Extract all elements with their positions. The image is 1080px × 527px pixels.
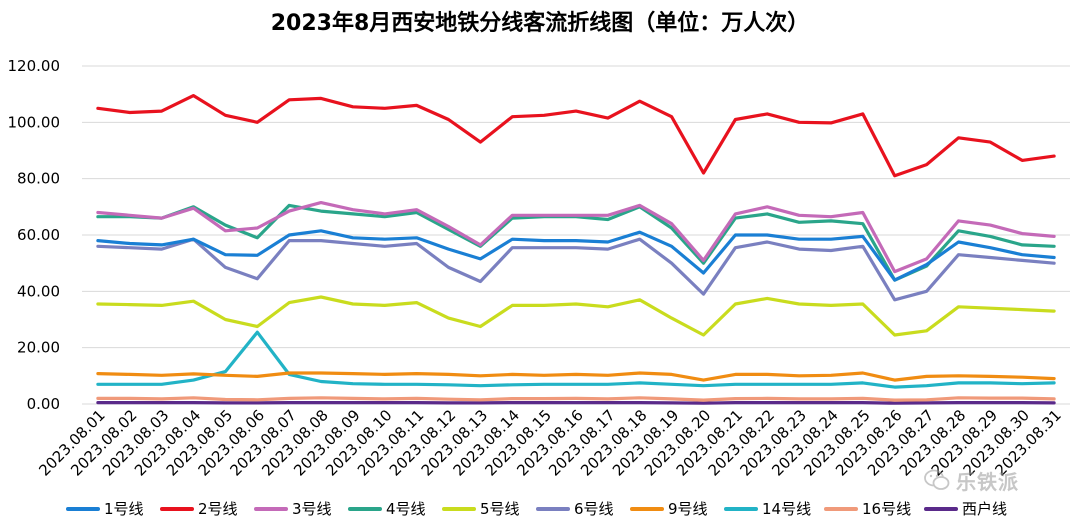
series-line-5号线: [96, 295, 1056, 337]
y-tick-label: 80.00: [17, 170, 60, 188]
legend-item: 16号线: [824, 500, 911, 518]
y-tick-label: 20.00: [17, 339, 60, 357]
legend-label: 2号线: [198, 500, 238, 518]
y-tick-label: 0.00: [27, 395, 60, 413]
series-line-9号线: [96, 371, 1056, 382]
series-line-14号线: [96, 330, 1056, 389]
series-line-1号线: [96, 229, 1056, 282]
legend-item: 1号线: [66, 500, 144, 518]
y-tick-label: 100.00: [8, 113, 61, 131]
legend-item: 6号线: [536, 500, 614, 518]
y-axis: 0.00 20.00 40.00 60.00 80.00 100.00 120.00: [8, 57, 61, 413]
wechat-icon: [924, 469, 950, 490]
series-line-2号线: [96, 93, 1056, 178]
legend-label: 1号线: [104, 500, 144, 518]
series-line-西户线: [96, 401, 1056, 405]
y-tick-label: 120.00: [8, 57, 61, 75]
y-tick-label: 40.00: [17, 282, 60, 300]
legend: 1号线 2号线 3号线 4号线 5号线 6号线 9号线 14号线 16号线 西户线: [66, 500, 1007, 518]
y-tick-label: 60.00: [17, 226, 60, 244]
series-lines: [96, 93, 1056, 405]
legend-item: 5号线: [442, 500, 520, 518]
legend-label: 5号线: [480, 500, 520, 518]
legend-label: 14号线: [762, 500, 811, 518]
legend-item: 14号线: [724, 500, 811, 518]
legend-label: 16号线: [862, 500, 911, 518]
series-line-16号线: [96, 396, 1056, 402]
legend-item: 9号线: [630, 500, 708, 518]
legend-item: 3号线: [254, 500, 332, 518]
watermark: 乐铁派: [924, 462, 1064, 498]
legend-label: 西户线: [962, 500, 1007, 518]
legend-item: 西户线: [924, 500, 1007, 518]
legend-label: 3号线: [292, 500, 332, 518]
series-line-3号线: [96, 201, 1056, 274]
chart-title: 2023年8月西安地铁分线客流折线图（单位：万人次）: [271, 10, 810, 36]
legend-item: 4号线: [348, 500, 426, 518]
legend-label: 9号线: [668, 500, 708, 518]
legend-item: 2号线: [160, 500, 238, 518]
series-line-6号线: [96, 237, 1056, 302]
legend-label: 4号线: [386, 500, 426, 518]
watermark-text: 乐铁派: [956, 469, 1019, 494]
legend-label: 6号线: [574, 500, 614, 518]
x-axis: 2023.08.012023.08.022023.08.032023.08.04…: [35, 406, 1065, 479]
